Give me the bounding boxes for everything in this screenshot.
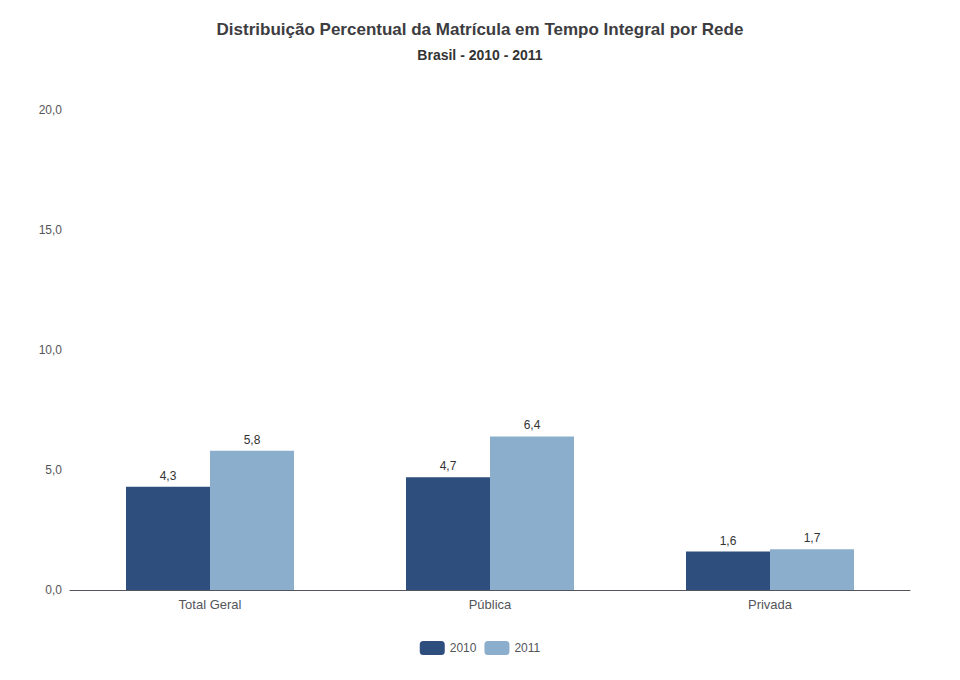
svg-text:Distribuição Percentual da Mat: Distribuição Percentual da Matrícula em … bbox=[217, 20, 744, 39]
svg-text:1,7: 1,7 bbox=[804, 531, 821, 545]
svg-text:Pública: Pública bbox=[469, 597, 512, 612]
svg-text:4,7: 4,7 bbox=[440, 459, 457, 473]
svg-text:Privada: Privada bbox=[748, 597, 793, 612]
svg-text:5,0: 5,0 bbox=[45, 463, 62, 477]
svg-text:Brasil - 2010 - 2011: Brasil - 2010 - 2011 bbox=[417, 47, 543, 63]
svg-text:20,0: 20,0 bbox=[39, 103, 63, 117]
svg-text:10,0: 10,0 bbox=[39, 343, 63, 357]
svg-text:15,0: 15,0 bbox=[39, 223, 63, 237]
svg-text:0,0: 0,0 bbox=[45, 583, 62, 597]
svg-text:6,4: 6,4 bbox=[524, 418, 541, 432]
svg-text:Total Geral: Total Geral bbox=[179, 597, 242, 612]
svg-text:5,8: 5,8 bbox=[244, 433, 261, 447]
svg-text:2011: 2011 bbox=[514, 641, 540, 655]
svg-text:1,6: 1,6 bbox=[720, 534, 737, 548]
svg-text:2010: 2010 bbox=[450, 641, 477, 655]
svg-text:4,3: 4,3 bbox=[160, 469, 177, 483]
